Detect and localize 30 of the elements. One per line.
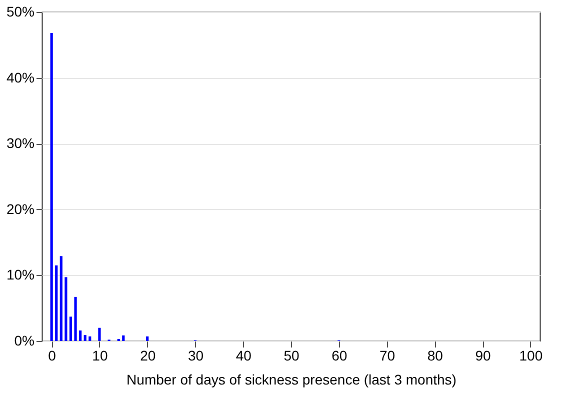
- bar: [64, 277, 68, 341]
- y-tick-label: 30%: [6, 135, 34, 152]
- x-tick-label: 100: [519, 348, 543, 364]
- bar: [122, 335, 125, 341]
- bar: [69, 316, 72, 341]
- x-tick-label: 90: [475, 348, 492, 364]
- y-tick-label: 50%: [6, 4, 34, 20]
- bar: [88, 336, 92, 341]
- bar: [60, 256, 62, 341]
- y-tick-label: 40%: [6, 69, 34, 86]
- x-tick-label: 10: [92, 348, 108, 364]
- bar: [84, 335, 86, 341]
- x-tick-label: 0: [48, 348, 56, 364]
- y-tick-label: 20%: [6, 200, 34, 217]
- x-tick-label: 80: [427, 348, 444, 364]
- bar: [55, 265, 58, 341]
- x-tick-label: 40: [236, 348, 252, 364]
- x-tick-label: 70: [379, 348, 396, 364]
- bar: [98, 328, 101, 341]
- bar: [50, 33, 53, 341]
- bar: [79, 330, 82, 341]
- x-tick-label: 30: [188, 348, 204, 364]
- x-tick-label: 60: [332, 348, 348, 364]
- y-tick-label: 10%: [6, 266, 34, 283]
- bar: [74, 296, 77, 341]
- bar: [146, 336, 149, 341]
- y-tick-label: 0%: [14, 332, 34, 348]
- x-tick-label: 50: [284, 348, 300, 364]
- x-tick-label: 20: [140, 348, 156, 364]
- x-axis-title: Number of days of sickness presence (last 3 months): [126, 372, 456, 388]
